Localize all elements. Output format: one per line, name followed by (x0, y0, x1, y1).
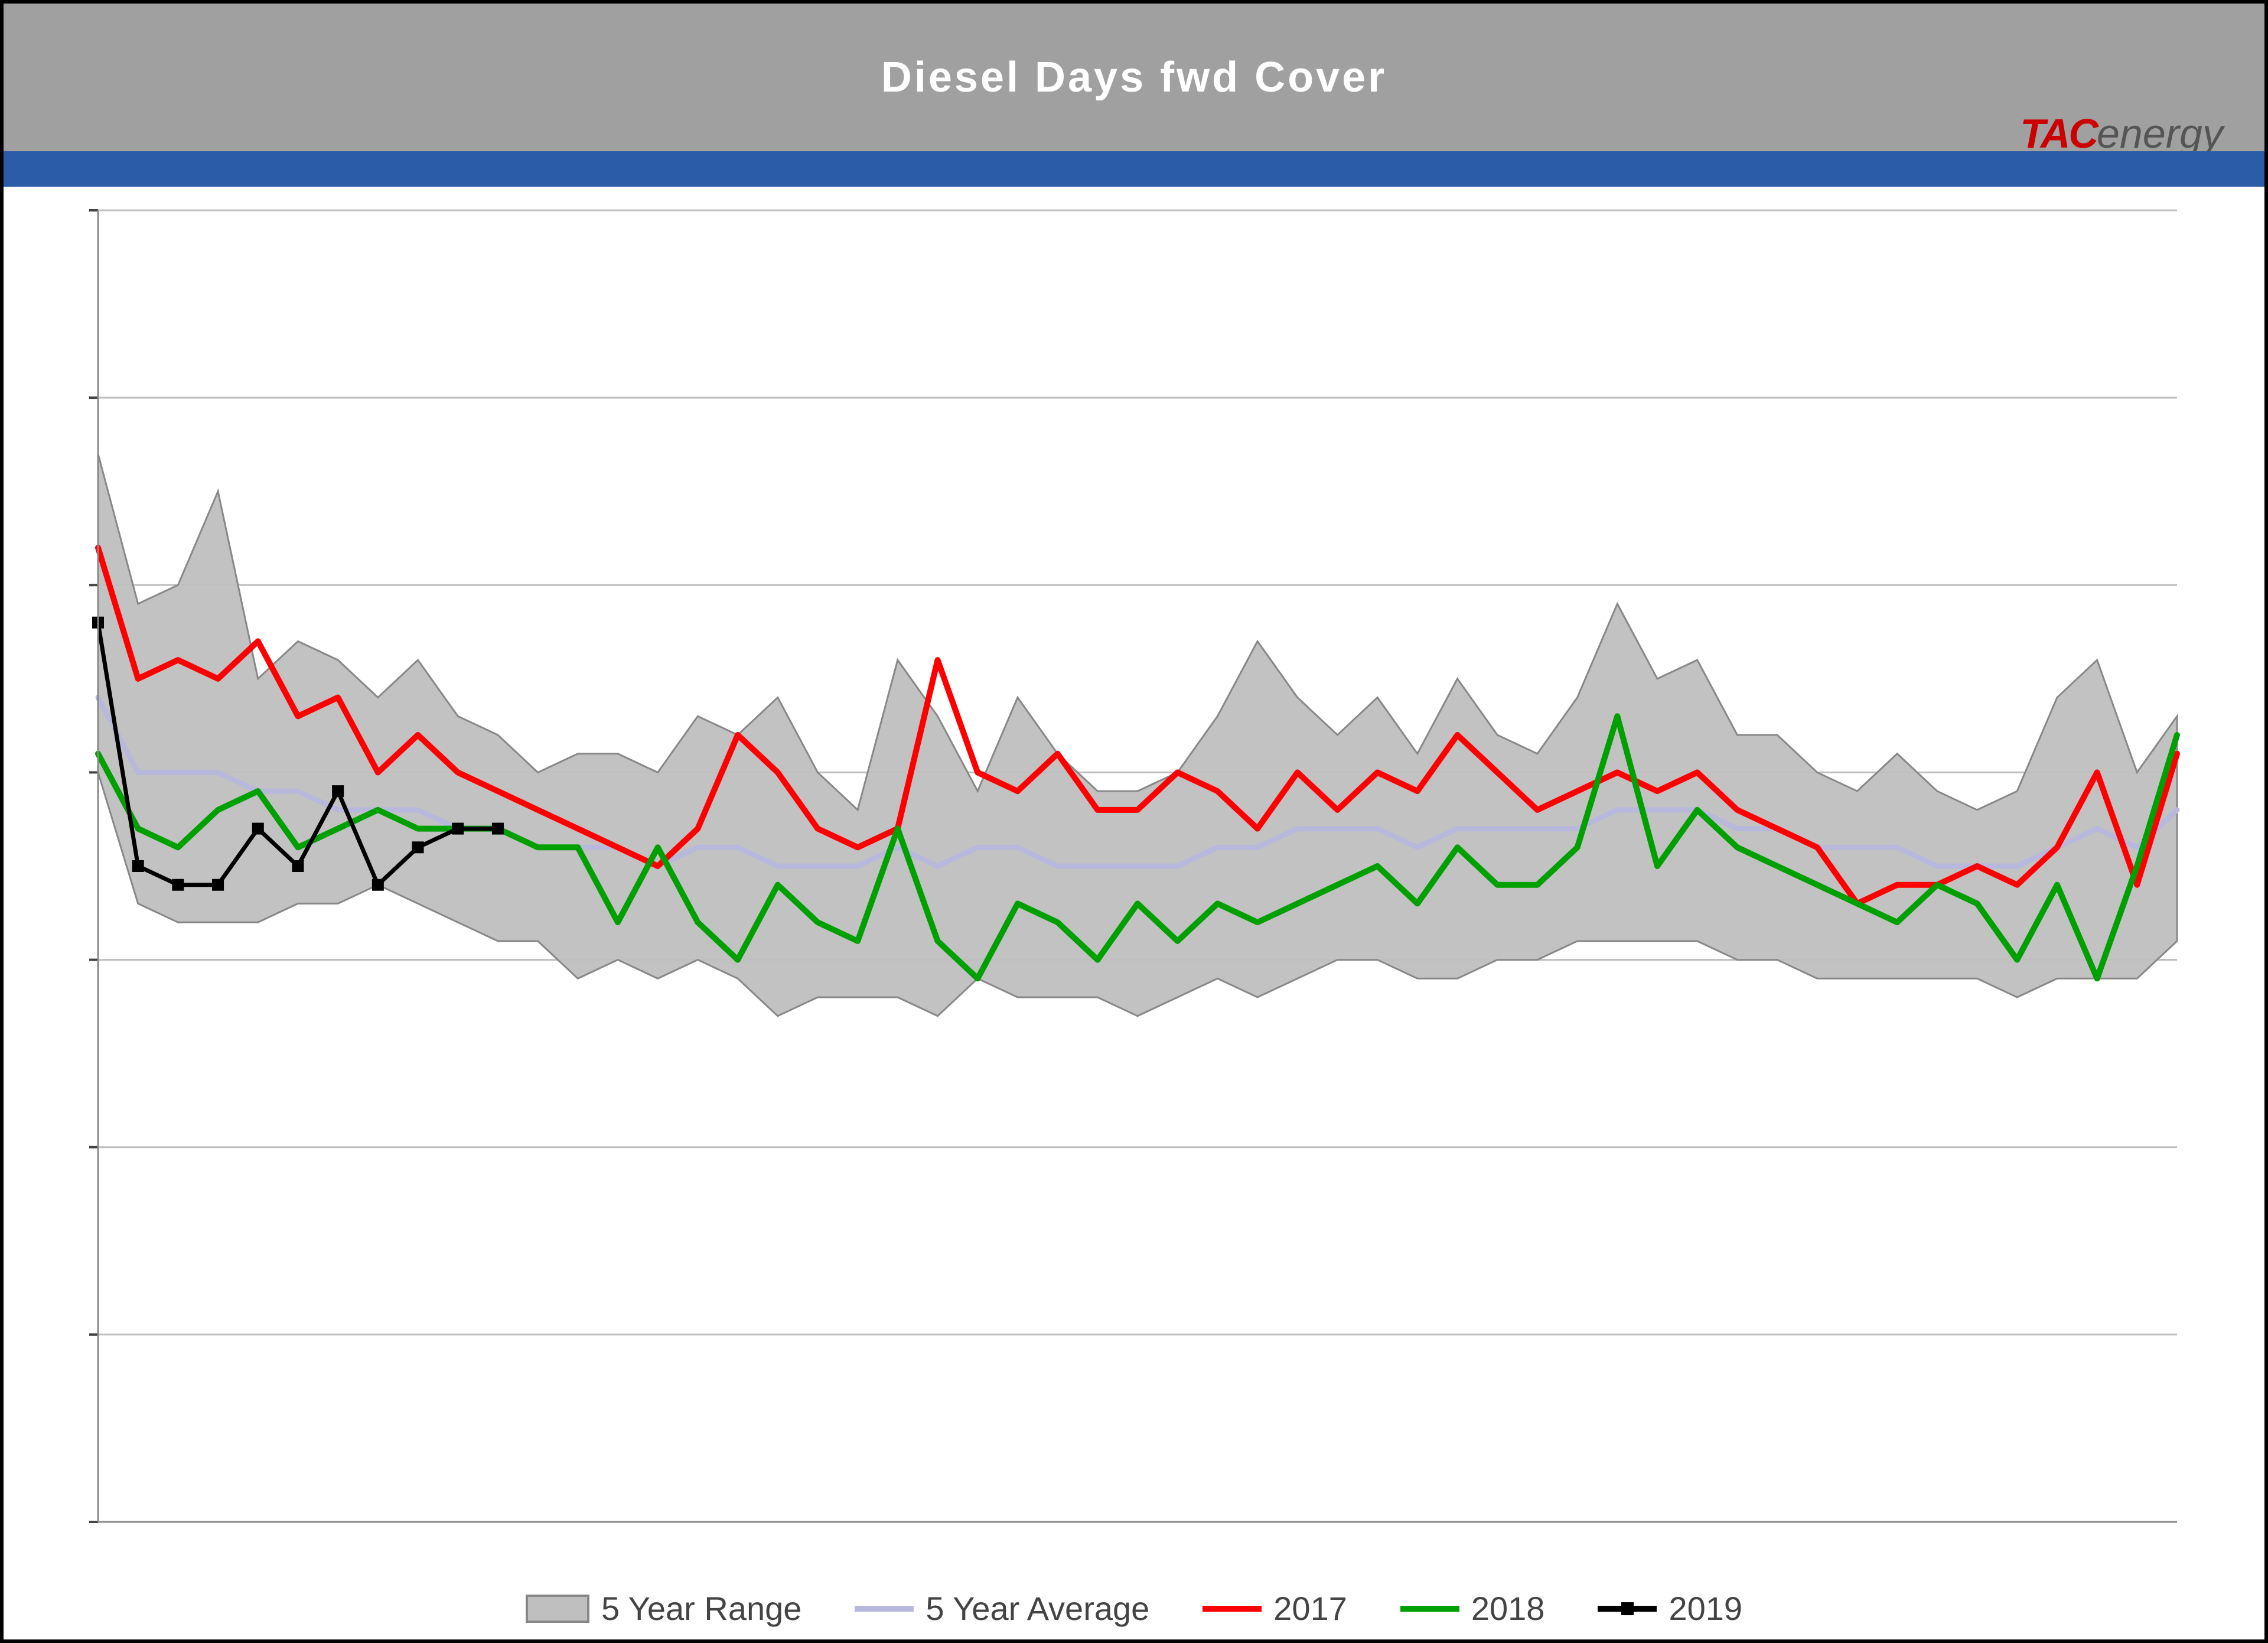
chart-title: Diesel Days fwd Cover (881, 53, 1387, 102)
legend-item-range: 5 Year Range (526, 1589, 801, 1628)
legend-swatch-2017 (1203, 1606, 1262, 1612)
legend: 5 Year Range 5 Year Average 2017 2018 20… (4, 1589, 2264, 1628)
legend-swatch-avg (855, 1606, 914, 1612)
logo-part-1: TAC (2020, 110, 2097, 157)
chart-title-bar: Diesel Days fwd Cover (4, 4, 2264, 151)
legend-label-2017: 2017 (1273, 1589, 1347, 1628)
legend-item-2019: 2019 (1598, 1589, 1742, 1628)
legend-item-avg: 5 Year Average (855, 1589, 1149, 1628)
chart-svg (86, 199, 2189, 1534)
chart-container: Diesel Days fwd Cover TACenergy 5 Year R… (0, 0, 2268, 1643)
legend-label-2018: 2018 (1471, 1589, 1545, 1628)
logo-part-2: energy (2097, 110, 2223, 157)
legend-label-avg: 5 Year Average (926, 1589, 1149, 1628)
plot-area (86, 199, 2189, 1534)
legend-label-range: 5 Year Range (601, 1589, 801, 1628)
brand-logo: TACenergy (2020, 110, 2223, 157)
legend-swatch-2018 (1400, 1606, 1459, 1612)
legend-swatch-range (526, 1595, 589, 1623)
legend-swatch-2019 (1598, 1602, 1657, 1615)
legend-item-2018: 2018 (1400, 1589, 1545, 1628)
legend-label-2019: 2019 (1669, 1589, 1742, 1628)
header-accent-bar (4, 151, 2264, 187)
legend-item-2017: 2017 (1203, 1589, 1347, 1628)
